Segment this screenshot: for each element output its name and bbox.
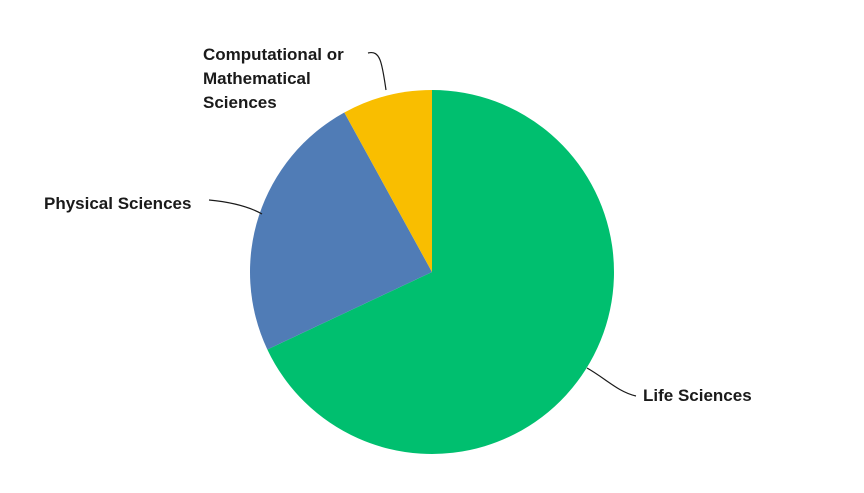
leader-line-computational-sciences bbox=[367, 51, 387, 91]
leader-line-life-sciences bbox=[586, 367, 637, 397]
slice-label-life-sciences: Life Sciences bbox=[643, 386, 752, 405]
slice-label-computational-line-3: Sciences bbox=[203, 93, 277, 112]
leader-line-physical-sciences bbox=[208, 199, 263, 215]
slice-label-physical-sciences: Physical Sciences bbox=[44, 194, 191, 213]
slice-label-computational-line-2: Mathematical bbox=[203, 69, 311, 88]
pie-slice-physical-sciences bbox=[249, 112, 432, 350]
pie-slice-computational-or-mathematical-sciences bbox=[344, 90, 432, 272]
slice-label-computational-line-1: Computational or bbox=[203, 45, 344, 64]
pie-slices bbox=[249, 90, 614, 454]
pie-slice-life-sciences bbox=[267, 90, 614, 454]
